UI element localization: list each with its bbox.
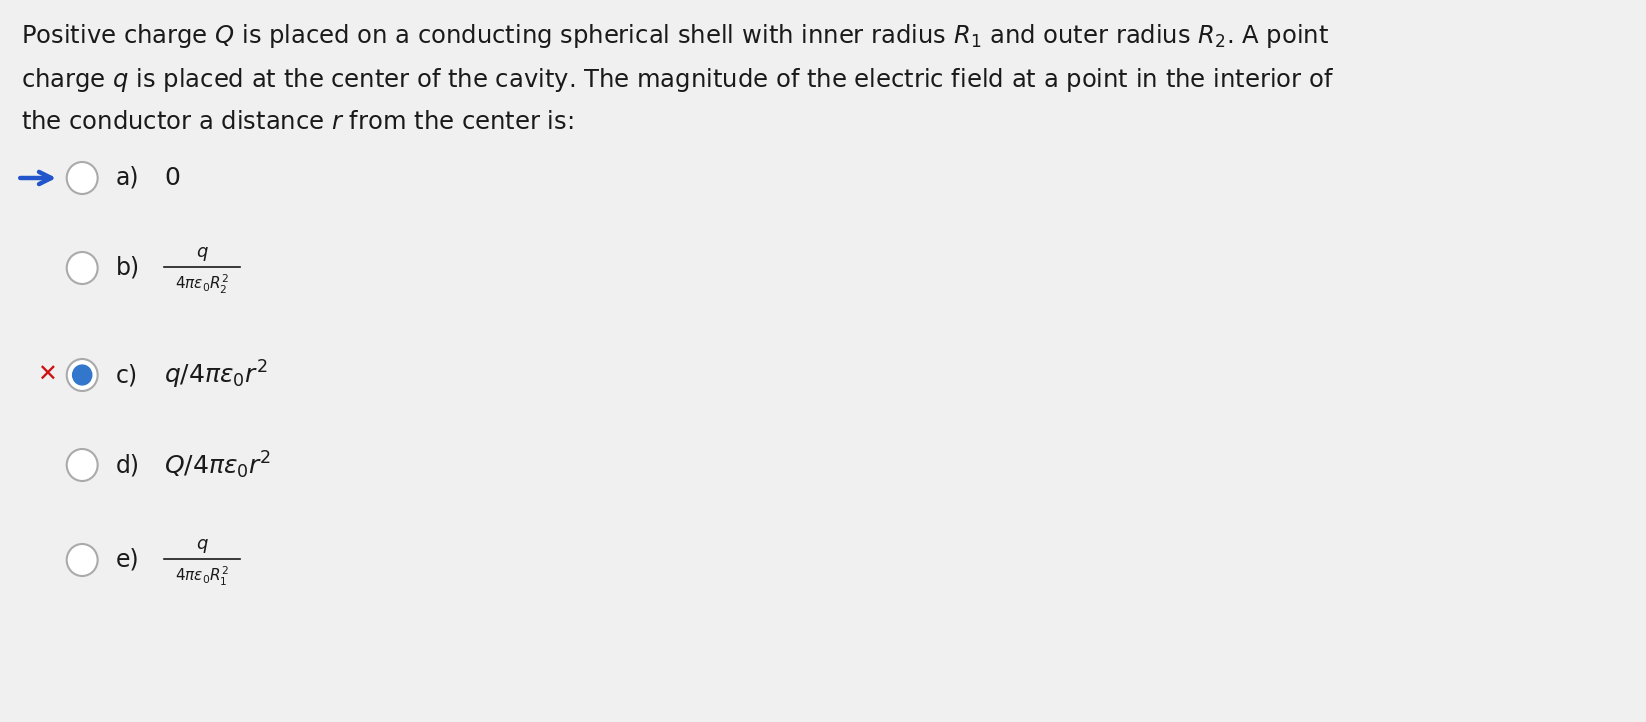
Circle shape [67,359,97,391]
Text: d): d) [115,453,140,477]
Circle shape [67,449,97,481]
Text: charge $q$ is placed at the center of the cavity. The magnitude of the electric : charge $q$ is placed at the center of th… [21,66,1335,94]
Circle shape [67,544,97,576]
Text: b): b) [115,256,140,280]
Text: ✕: ✕ [36,363,56,387]
Text: c): c) [115,363,138,387]
Text: Positive charge $Q$ is placed on a conducting spherical shell with inner radius : Positive charge $Q$ is placed on a condu… [21,22,1330,50]
Circle shape [72,365,92,385]
Text: $q$: $q$ [196,537,209,555]
Text: a): a) [115,166,140,190]
Text: 0: 0 [165,166,181,190]
Text: e): e) [115,548,140,572]
Text: $4\pi\varepsilon_0 R_2^2$: $4\pi\varepsilon_0 R_2^2$ [174,272,229,295]
Text: $4\pi\varepsilon_0 R_1^2$: $4\pi\varepsilon_0 R_1^2$ [174,565,229,588]
Text: the conductor a distance $r$ from the center is:: the conductor a distance $r$ from the ce… [21,110,574,134]
Text: $q$: $q$ [196,245,209,263]
Text: $q/4\pi\epsilon_0 r^2$: $q/4\pi\epsilon_0 r^2$ [165,359,268,391]
Text: $Q/4\pi\epsilon_0 r^2$: $Q/4\pi\epsilon_0 r^2$ [165,449,272,481]
Circle shape [67,162,97,194]
Circle shape [67,252,97,284]
